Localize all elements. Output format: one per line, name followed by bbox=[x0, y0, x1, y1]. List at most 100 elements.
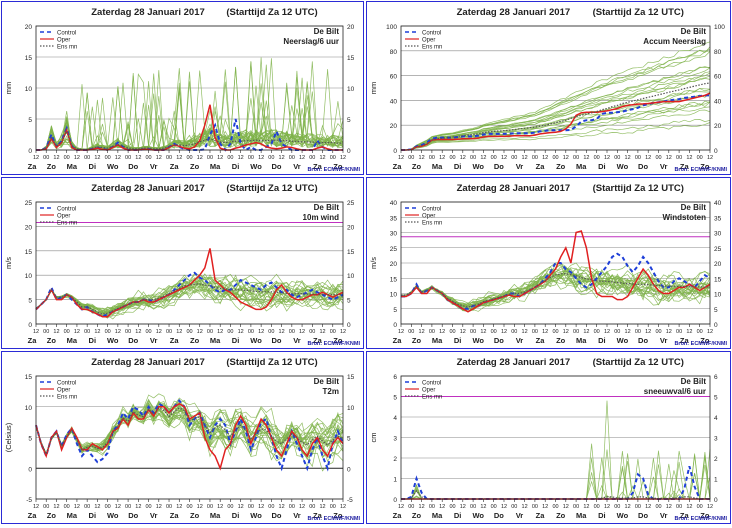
series-ens-mn bbox=[35, 283, 343, 315]
x-hour-label: 12 bbox=[176, 155, 182, 161]
x-day-label: Ma bbox=[432, 336, 443, 345]
ensemble-member-line bbox=[401, 468, 710, 500]
legend-label: Ens mn bbox=[422, 395, 442, 401]
x-hour-label: 00 bbox=[491, 155, 497, 161]
y-tick-label-left: 4 bbox=[393, 415, 397, 422]
x-day-label: Ma bbox=[576, 511, 587, 520]
panel-run-time: (Starttijd Za 12 UTC) bbox=[593, 183, 684, 194]
y-tick-label-right: 40 bbox=[714, 98, 722, 105]
ensemble-member-line bbox=[401, 51, 711, 151]
chart-svg: Zaterdag 28 Januari 2017 (Starttijd Za 12… bbox=[369, 357, 727, 522]
x-day-label: Za bbox=[536, 162, 546, 171]
ensemble-member-line bbox=[401, 41, 711, 151]
x-hour-label: 12 bbox=[299, 504, 305, 510]
x-day-label: Vr bbox=[150, 162, 158, 171]
ensemble-member-line bbox=[401, 88, 711, 151]
x-day-label: Vr bbox=[150, 511, 158, 520]
series-oper bbox=[35, 402, 344, 471]
x-day-label: Za bbox=[393, 162, 403, 171]
legend-label: Control bbox=[422, 381, 441, 387]
ensemble-member-line bbox=[401, 455, 710, 500]
y-tick-label-right: 0 bbox=[714, 148, 718, 155]
y-tick-label-left: 15 bbox=[25, 249, 33, 256]
x-hour-label: 12 bbox=[563, 329, 569, 335]
x-hour-label: 00 bbox=[614, 504, 620, 510]
y-tick-label-left: 6 bbox=[393, 374, 397, 381]
y-tick-label-left: 0 bbox=[393, 148, 397, 155]
x-day-label: Di bbox=[598, 162, 606, 171]
ensemble-member-line bbox=[401, 465, 711, 500]
x-hour-label: 00 bbox=[84, 155, 90, 161]
x-day-label: Wo bbox=[472, 336, 484, 345]
x-day-label: Do bbox=[494, 162, 504, 171]
x-hour-label: 00 bbox=[268, 504, 274, 510]
x-hour-label: 12 bbox=[340, 329, 346, 335]
x-hour-label: 00 bbox=[676, 155, 682, 161]
x-hour-label: 00 bbox=[186, 504, 192, 510]
y-tick-label-left: 5 bbox=[28, 436, 32, 443]
x-day-label: Zo bbox=[700, 162, 710, 171]
variable-title: Accum Neerslag bbox=[643, 37, 706, 46]
x-day-label: Za bbox=[313, 162, 323, 171]
x-hour-label: 00 bbox=[227, 504, 233, 510]
chart-panel-1: Zaterdag 28 Januari 2017 (Starttijd Za 12… bbox=[1, 1, 364, 175]
y-tick-label-right: 5 bbox=[714, 307, 718, 314]
x-hour-label: 00 bbox=[697, 504, 703, 510]
legend-label: Control bbox=[422, 207, 441, 213]
y-tick-label-right: 2 bbox=[714, 456, 718, 463]
x-hour-label: 00 bbox=[166, 504, 172, 510]
x-day-label: Zo bbox=[47, 162, 57, 171]
x-day-label: Vr bbox=[293, 336, 301, 345]
x-day-label: Wo bbox=[250, 511, 262, 520]
x-hour-label: 12 bbox=[156, 155, 162, 161]
y-tick-label-left: 60 bbox=[390, 74, 398, 81]
x-hour-label: 12 bbox=[439, 155, 445, 161]
ensemble-member-line bbox=[401, 453, 711, 500]
y-tick-label-right: 5 bbox=[347, 298, 351, 305]
y-tick-label-left: 25 bbox=[390, 246, 398, 253]
y-tick-label-left: 5 bbox=[28, 298, 32, 305]
x-day-label: Za bbox=[680, 336, 690, 345]
ensemble-member-line bbox=[35, 283, 344, 316]
variable-title: Neerslag/6 uur bbox=[283, 37, 339, 46]
x-hour-label: 00 bbox=[330, 504, 336, 510]
y-tick-label-left: 1 bbox=[393, 477, 397, 484]
x-hour-label: 12 bbox=[33, 155, 39, 161]
x-hour-label: 00 bbox=[697, 155, 703, 161]
x-hour-label: 00 bbox=[248, 329, 254, 335]
x-hour-label: 12 bbox=[522, 329, 528, 335]
location-label: De Bilt bbox=[314, 203, 340, 212]
y-tick-label-right: 3 bbox=[714, 436, 718, 443]
source-credit: Bron: ECMWF/KNMI bbox=[307, 341, 360, 347]
x-day-label: Zo bbox=[412, 162, 422, 171]
location-label: De Bilt bbox=[681, 27, 707, 36]
x-hour-label: 00 bbox=[166, 329, 172, 335]
x-hour-label: 00 bbox=[655, 504, 661, 510]
x-hour-label: 00 bbox=[125, 504, 131, 510]
y-tick-label-left: 30 bbox=[390, 231, 398, 238]
x-hour-label: 00 bbox=[573, 155, 579, 161]
x-hour-label: 12 bbox=[156, 329, 162, 335]
x-hour-label: 12 bbox=[625, 155, 631, 161]
y-tick-label-right: 15 bbox=[714, 276, 722, 283]
x-hour-label: 00 bbox=[105, 155, 111, 161]
x-day-label: Za bbox=[313, 336, 323, 345]
x-day-label: Do bbox=[128, 336, 138, 345]
x-day-label: Za bbox=[536, 511, 546, 520]
x-hour-label: 00 bbox=[491, 329, 497, 335]
ensemble-member-line bbox=[401, 456, 711, 500]
x-hour-label: 12 bbox=[217, 329, 223, 335]
panel-run-time: (Starttijd Za 12 UTC) bbox=[226, 7, 317, 18]
chart-svg: Zaterdag 28 Januari 2017 (Starttijd Za 12… bbox=[4, 183, 360, 347]
x-day-label: Zo bbox=[700, 336, 710, 345]
panel-title: Zaterdag 28 Januari 2017 bbox=[91, 7, 205, 18]
ensemble-member-line bbox=[401, 67, 711, 151]
x-hour-label: 00 bbox=[146, 329, 152, 335]
x-hour-label: 00 bbox=[207, 329, 213, 335]
chart-panel-6: Zaterdag 28 Januari 2017 (Starttijd Za 12… bbox=[366, 351, 731, 524]
panel-title: Zaterdag 28 Januari 2017 bbox=[457, 183, 571, 194]
x-hour-label: 12 bbox=[645, 504, 651, 510]
y-tick-label-right: 20 bbox=[714, 261, 722, 268]
x-hour-label: 12 bbox=[258, 329, 264, 335]
x-day-label: Zo bbox=[556, 336, 566, 345]
